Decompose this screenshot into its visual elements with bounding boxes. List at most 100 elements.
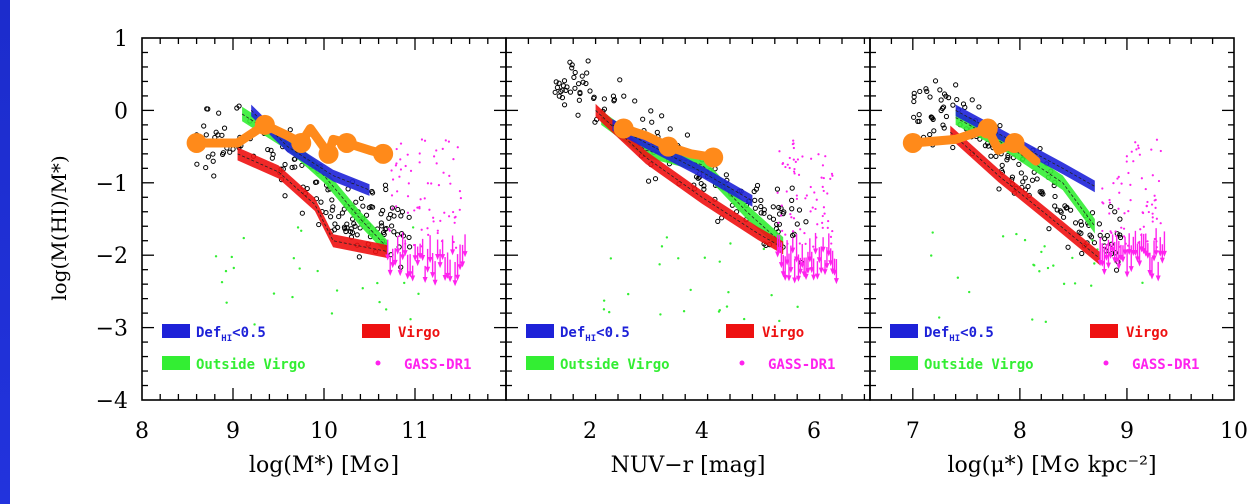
data-point — [210, 158, 216, 164]
upper-limit-head — [820, 246, 826, 253]
data-point — [774, 186, 781, 192]
data-point — [752, 205, 758, 211]
data-point — [698, 180, 704, 187]
legend: DefHI<0.5 Virgo Outside Virgo GASS-DR1 — [162, 324, 471, 373]
gass-point — [396, 190, 399, 193]
gass-point — [449, 182, 452, 185]
x-tick-label: 4 — [695, 419, 709, 444]
data-point — [940, 104, 947, 110]
gass-point — [435, 149, 438, 152]
gass-point — [418, 152, 421, 155]
gass-point — [459, 197, 462, 200]
gass-point — [1151, 220, 1154, 223]
gass-point — [399, 142, 403, 145]
gass-point — [456, 146, 459, 149]
data-point — [216, 110, 222, 116]
data-point — [332, 221, 338, 227]
gass-point — [809, 185, 812, 189]
gass-point — [776, 191, 779, 194]
gass-point — [1101, 187, 1104, 190]
gass-point — [826, 192, 829, 195]
outside-point — [796, 305, 799, 309]
data-point — [1088, 234, 1095, 240]
outside-point — [376, 281, 379, 285]
data-point — [330, 204, 336, 210]
gass-point — [789, 213, 792, 216]
upper-limit-head — [1161, 250, 1167, 257]
data-point — [1004, 157, 1010, 163]
outside-point — [930, 254, 933, 257]
upper-limit-head — [1147, 270, 1153, 277]
data-point — [1112, 209, 1118, 215]
outside-point — [677, 257, 680, 260]
gass-point — [804, 242, 807, 246]
data-point — [976, 104, 982, 110]
data-point — [993, 153, 999, 159]
upper-limit-head — [1118, 254, 1124, 261]
upper-limit-head — [1108, 252, 1114, 259]
band-outsidevirgo — [242, 106, 388, 256]
gass-point — [1138, 153, 1141, 156]
gass-point — [791, 230, 795, 233]
gass-point — [441, 147, 444, 151]
data-point — [701, 183, 707, 189]
band-median — [237, 153, 388, 252]
gass-point — [821, 164, 825, 167]
upper-limit-head — [803, 273, 809, 280]
upper-limit-head — [1137, 260, 1143, 267]
gass-point — [822, 189, 825, 193]
data-point — [559, 87, 565, 93]
data-point — [715, 218, 721, 224]
data-point — [938, 107, 944, 114]
y-tick-label: 0 — [114, 99, 128, 124]
y-tick-label: −4 — [96, 389, 128, 414]
data-point — [941, 125, 947, 131]
outside-point — [361, 287, 364, 290]
x-axis-label: log(μ*) [M⊙ kpc⁻²] — [947, 453, 1156, 478]
outside-point — [938, 316, 941, 319]
data-point — [1102, 236, 1108, 242]
outside-point — [1071, 256, 1074, 260]
data-point — [954, 96, 960, 103]
data-point — [659, 113, 665, 119]
panel-2: 2 4 6 NUV−r [mag] DefHI<0.5 Virgo Outside Virg… — [505, 37, 871, 478]
data-point — [221, 125, 228, 131]
x-tick-label: 7 — [906, 419, 920, 444]
data-point — [789, 185, 795, 191]
gass-point — [821, 221, 824, 225]
legend-label-def-hi: DefHI<0.5 — [560, 325, 630, 344]
gass-point — [824, 155, 827, 158]
data-point — [758, 210, 764, 216]
data-point — [695, 175, 701, 181]
data-point — [205, 154, 211, 160]
data-point — [1039, 189, 1045, 195]
gass-point — [1151, 174, 1154, 177]
outside-point — [409, 318, 412, 321]
gass-point — [458, 190, 462, 193]
data-point — [1096, 221, 1102, 227]
legend-marker-gass — [1103, 360, 1109, 366]
data-point — [938, 97, 944, 103]
gass-point — [430, 182, 433, 185]
gass-point — [821, 214, 824, 218]
data-point — [752, 197, 758, 203]
gass-point — [822, 176, 825, 180]
data-point — [378, 211, 384, 217]
gass-point — [409, 169, 413, 172]
outside-point — [608, 310, 611, 314]
outside-point — [1062, 282, 1066, 286]
data-point — [1076, 229, 1082, 235]
x-tick-label: 9 — [226, 419, 240, 444]
data-point — [1052, 203, 1058, 209]
upper-limit-head — [415, 260, 421, 267]
data-point — [572, 69, 578, 76]
gass-point — [1120, 182, 1123, 185]
outside-point — [658, 263, 661, 266]
data-point — [210, 151, 216, 157]
legend-subscript: HI — [221, 334, 232, 344]
data-point — [943, 113, 950, 120]
outside-point — [1031, 318, 1034, 321]
gass-point — [423, 139, 427, 142]
gass-point — [390, 194, 394, 197]
